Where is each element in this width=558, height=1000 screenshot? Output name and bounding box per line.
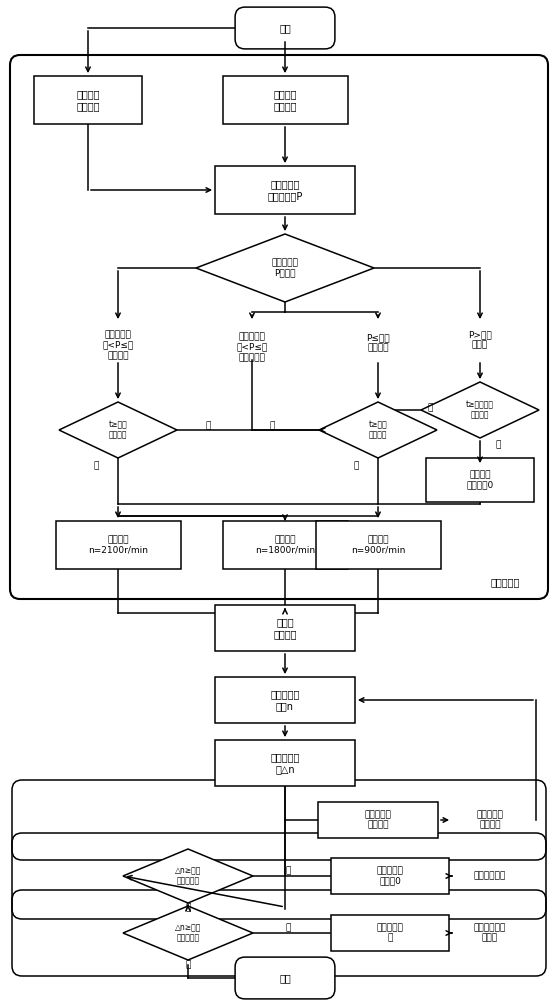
Text: △n≥极限
负荷限定值: △n≥极限 负荷限定值 [175, 866, 201, 886]
Polygon shape [196, 234, 374, 302]
Text: 怠速设定压
力<P≤额
定工作压力: 怠速设定压 力<P≤额 定工作压力 [237, 332, 268, 362]
Text: 怠速模式
n=900r/min: 怠速模式 n=900r/min [351, 535, 405, 555]
Text: P>压力
切断值: P>压力 切断值 [468, 330, 492, 350]
Text: 手动选择
功率模式: 手动选择 功率模式 [76, 89, 100, 111]
FancyBboxPatch shape [315, 521, 440, 569]
Text: 调节变量泵
排量为0: 调节变量泵 排量为0 [377, 866, 403, 886]
Text: 经济模式
n=1800r/min: 经济模式 n=1800r/min [255, 535, 315, 555]
FancyBboxPatch shape [235, 7, 335, 49]
Text: 分工况控制: 分工况控制 [490, 577, 520, 587]
FancyBboxPatch shape [215, 740, 355, 786]
Text: t≥怠速
等待时间: t≥怠速 等待时间 [369, 420, 387, 440]
Text: 否: 否 [185, 960, 191, 970]
Text: 发动机
转速输出: 发动机 转速输出 [273, 617, 297, 639]
FancyBboxPatch shape [55, 521, 180, 569]
FancyBboxPatch shape [331, 858, 449, 894]
Text: 否: 否 [185, 904, 191, 912]
FancyBboxPatch shape [215, 166, 355, 214]
Text: 是: 是 [285, 866, 291, 876]
Text: 自动选择
功率模式: 自动选择 功率模式 [273, 89, 297, 111]
Text: 读取变量泵
出口压力值P: 读取变量泵 出口压力值P [267, 179, 302, 201]
FancyBboxPatch shape [318, 802, 438, 838]
Text: t≥动力
等待时间: t≥动力 等待时间 [109, 420, 127, 440]
Polygon shape [319, 402, 437, 458]
Text: 变量泵转速
感应控制: 变量泵转速 感应控制 [477, 810, 503, 830]
FancyBboxPatch shape [223, 76, 348, 124]
Text: P≤怠速
设定压力: P≤怠速 设定压力 [366, 333, 390, 353]
Text: 计算转速差
值△n: 计算转速差 值△n [270, 752, 300, 774]
FancyBboxPatch shape [426, 458, 534, 502]
Text: 结束: 结束 [279, 973, 291, 983]
Polygon shape [421, 382, 539, 438]
FancyBboxPatch shape [34, 76, 142, 124]
Text: 转速感应调
节变量泵: 转速感应调 节变量泵 [364, 810, 392, 830]
Text: 动力模式
n=2100r/min: 动力模式 n=2100r/min [88, 535, 148, 555]
Text: 调节变量
泵排量为0: 调节变量 泵排量为0 [466, 470, 494, 490]
Text: 极限负荷控制: 极限负荷控制 [474, 871, 506, 880]
Text: 颗定工作压
力<P≤压
力切断值: 颗定工作压 力<P≤压 力切断值 [102, 330, 133, 360]
Text: 调速器转速感
应控制: 调速器转速感 应控制 [474, 923, 506, 943]
FancyBboxPatch shape [223, 521, 348, 569]
Text: 读取实际转
速值n: 读取实际转 速值n [270, 689, 300, 711]
Text: 否: 否 [205, 422, 211, 430]
Text: 是: 是 [285, 924, 291, 932]
Text: 否: 否 [427, 403, 432, 412]
Text: 调节油门开
度: 调节油门开 度 [377, 923, 403, 943]
Text: △n≥转速
感应限定值: △n≥转速 感应限定值 [175, 923, 201, 943]
FancyBboxPatch shape [331, 915, 449, 951]
FancyBboxPatch shape [215, 677, 355, 723]
FancyBboxPatch shape [215, 605, 355, 651]
Text: 判断压力值
P的范围: 判断压力值 P的范围 [272, 258, 299, 278]
Text: 是: 是 [353, 462, 359, 471]
Text: 开始: 开始 [279, 23, 291, 33]
Text: t≥压力切断
等待时间: t≥压力切断 等待时间 [466, 400, 494, 420]
Text: 否: 否 [270, 422, 275, 430]
Polygon shape [59, 402, 177, 458]
Text: 是: 是 [496, 440, 501, 450]
Polygon shape [123, 849, 253, 903]
Polygon shape [123, 906, 253, 960]
FancyBboxPatch shape [235, 957, 335, 999]
Text: 是: 是 [93, 462, 99, 471]
